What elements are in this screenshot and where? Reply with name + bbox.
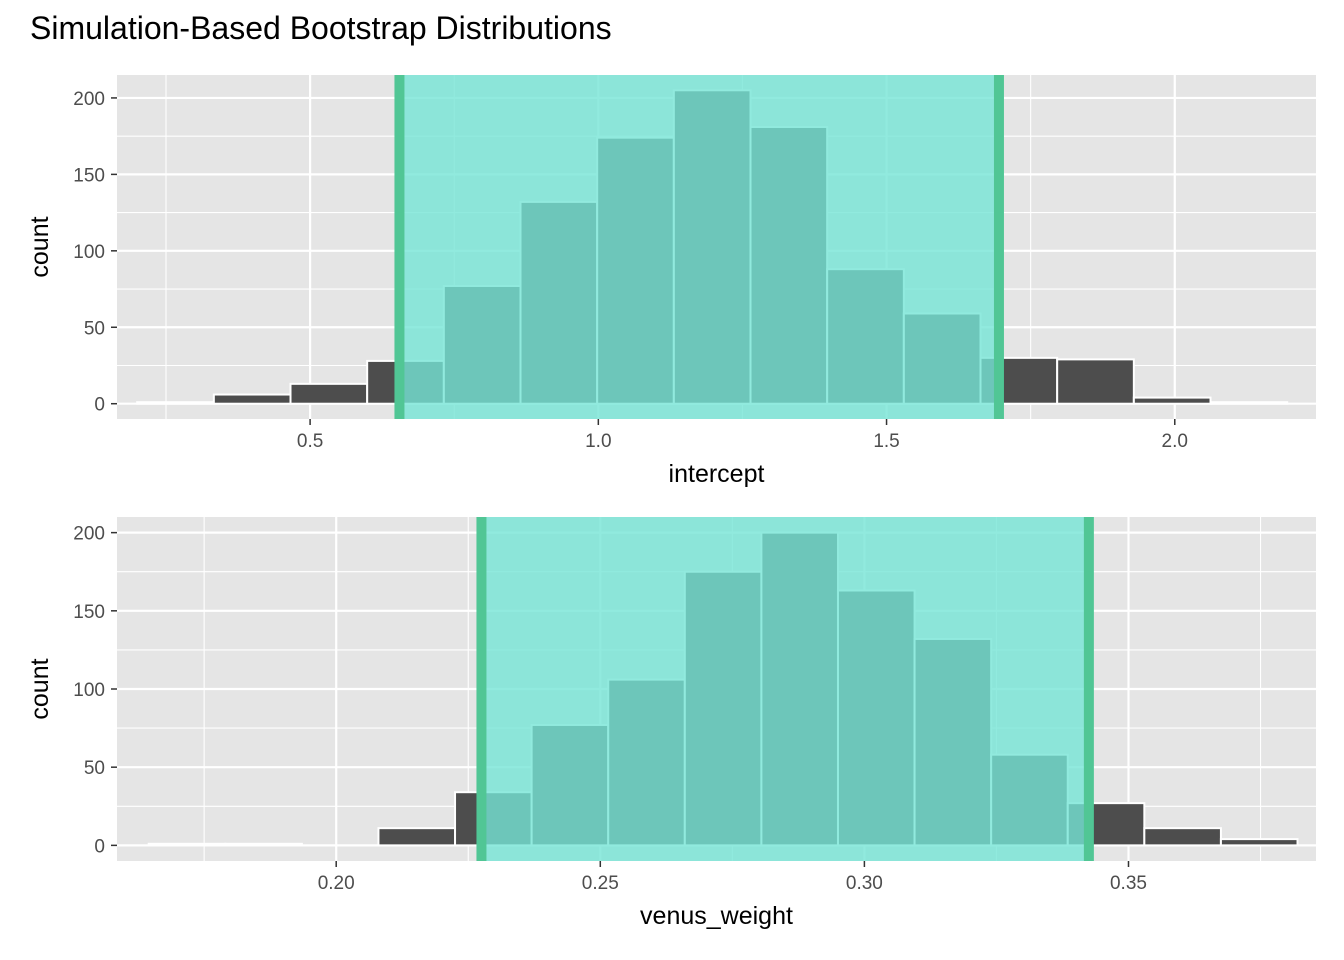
histogram-bar (224, 842, 303, 847)
y-tick-label: 100 (73, 242, 105, 263)
y-tick-label: 0 (94, 395, 105, 416)
y-tick-label: 200 (73, 524, 105, 545)
y-tick-label: 0 (94, 836, 105, 857)
x-tick-label: 1.0 (585, 431, 611, 452)
y-tick-label: 50 (84, 758, 105, 779)
y-tick-label: 200 (73, 89, 105, 110)
histogram-bar (1132, 396, 1212, 405)
x-axis-title: intercept (669, 460, 765, 488)
y-tick-label: 150 (73, 165, 105, 186)
x-tick-label: 0.5 (297, 431, 323, 452)
histogram-bar (212, 393, 292, 405)
confidence-interval-shade (481, 517, 1089, 861)
x-tick-label: 0.20 (318, 873, 355, 894)
axis-ticks: 0.5 1.0 1.5 2.0 0 50 100 150 200 (73, 89, 1188, 452)
intercept-histogram-panel: 0.5 1.0 1.5 2.0 0 50 100 150 200 intercept count (26, 75, 1316, 488)
histogram-bar (136, 401, 215, 405)
confidence-interval-shade (399, 75, 999, 419)
y-tick-label: 100 (73, 680, 105, 701)
y-tick-label: 50 (84, 318, 105, 339)
histogram-bar (1143, 827, 1222, 847)
histogram-bar (289, 382, 369, 405)
x-tick-label: 2.0 (1162, 431, 1188, 452)
x-tick-label: 1.5 (873, 431, 899, 452)
histogram-bar (1056, 358, 1135, 405)
venus-weight-histogram-panel: 0.20 0.25 0.30 0.35 0 50 100 150 200 venus_weight… (26, 517, 1316, 930)
x-tick-label: 0.25 (582, 873, 619, 894)
histogram-bar (1209, 401, 1289, 405)
y-axis-title: count (26, 658, 54, 719)
axis-ticks: 0.20 0.25 0.30 0.35 0 50 100 150 200 (73, 524, 1147, 894)
x-axis-title: venus_weight (640, 902, 793, 930)
histogram-bar (1219, 838, 1299, 847)
y-tick-label: 150 (73, 602, 105, 623)
x-tick-label: 0.35 (1110, 873, 1147, 894)
x-tick-label: 0.30 (846, 873, 883, 894)
histogram-bar (377, 827, 457, 847)
y-axis-title: count (26, 216, 54, 277)
histogram-bar (147, 842, 227, 847)
chart-title: Simulation-Based Bootstrap Distributions (30, 10, 612, 46)
